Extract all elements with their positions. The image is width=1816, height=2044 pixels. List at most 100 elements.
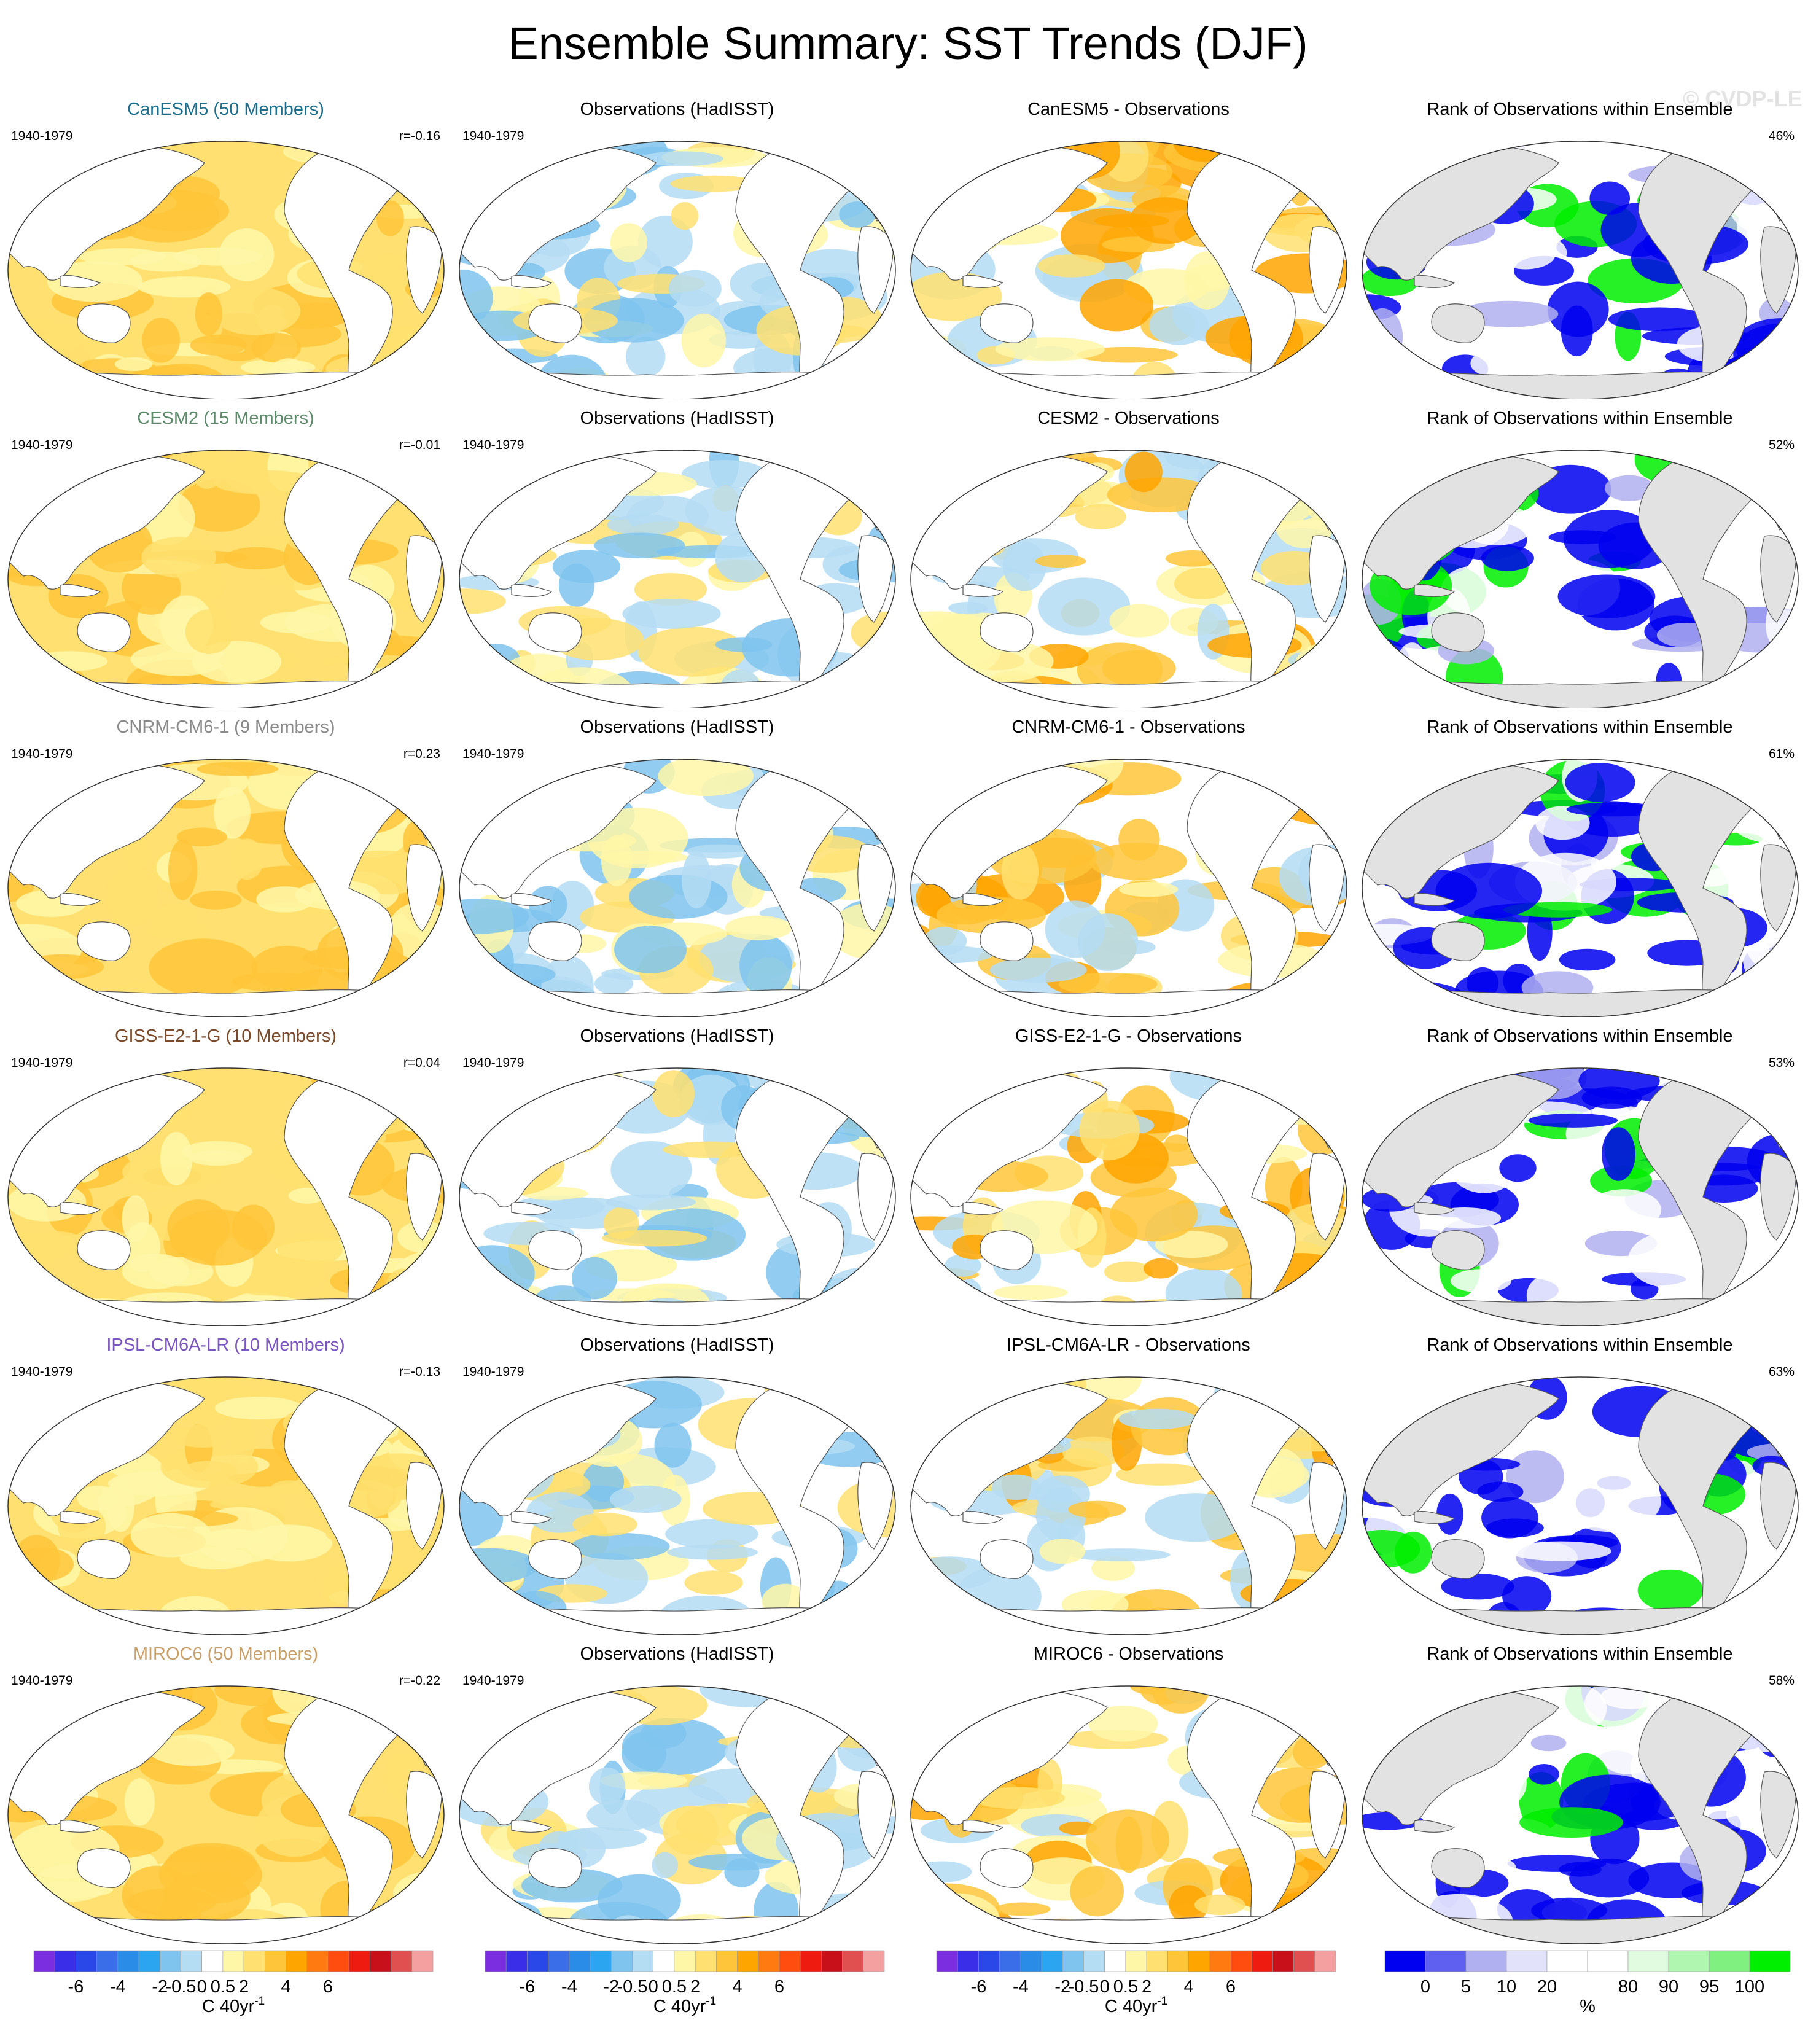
model-map xyxy=(7,450,445,708)
colorbar-swatch xyxy=(117,1950,139,1972)
rank-percent: 53% xyxy=(1768,1056,1795,1070)
obs-map xyxy=(459,450,896,708)
colorbar-tick-label: 6 xyxy=(1226,1977,1236,1997)
colorbar-tick-label: 2 xyxy=(1142,1977,1152,1997)
colorbar-swatch xyxy=(590,1950,612,1972)
colorbar-swatch xyxy=(391,1950,413,1972)
rank-map xyxy=(1362,1067,1799,1326)
obs-panel-title: Observations (HadISST) xyxy=(580,1644,774,1664)
pattern-correlation: r=-0.22 xyxy=(399,1674,440,1688)
colorbar-tick-label: -2 xyxy=(1054,1977,1070,1997)
colorbar-swatch xyxy=(201,1950,224,1972)
colorbar-swatch xyxy=(737,1950,759,1972)
obs-map xyxy=(459,1067,896,1326)
colorbar-tick-label: -6 xyxy=(68,1977,84,1997)
colorbar-swatch xyxy=(1146,1950,1168,1972)
period-label: 1940-1979 xyxy=(11,747,73,761)
colorbar-tick-label: -2 xyxy=(152,1977,168,1997)
colorbar-swatch xyxy=(1546,1950,1588,1972)
rank-panel-title: Rank of Observations within Ensemble xyxy=(1427,717,1733,737)
obs-panel-title: Observations (HadISST) xyxy=(580,408,774,428)
colorbar-tick-label: 0.5 xyxy=(662,1977,687,1997)
model-panel-title: CESM2 (15 Members) xyxy=(137,408,314,428)
colorbar-tick-label: -0.5 xyxy=(1068,1977,1099,1997)
colorbar-units: % xyxy=(1580,1997,1596,2016)
model-panel-title: GISS-E2-1-G (10 Members) xyxy=(115,1026,337,1046)
model-panel-title: IPSL-CM6A-LR (10 Members) xyxy=(106,1335,345,1355)
colorbar-swatch xyxy=(674,1950,696,1972)
trend-colorbar: -6 -4 -2-0.5 0 0.5 2 4 6 C 40yr-1 xyxy=(33,1950,434,2016)
rank-panel-title: Rank of Observations within Ensemble xyxy=(1427,99,1733,119)
diff-map xyxy=(910,141,1347,399)
colorbar-tick-label: 0.5 xyxy=(211,1977,235,1997)
colorbar-swatch xyxy=(76,1950,97,1972)
colorbar-swatch xyxy=(863,1950,885,1972)
colorbar-swatch xyxy=(33,1950,55,1972)
model-panel-title: CanESM5 (50 Members) xyxy=(127,99,324,119)
colorbar-swatch xyxy=(569,1950,591,1972)
colorbar-swatch xyxy=(1020,1950,1042,1972)
colorbar-tick-label: 95 xyxy=(1699,1977,1719,1997)
trend-colorbar: -6 -4 -2-0.5 0 0.5 2 4 6 C 40yr-1 xyxy=(936,1950,1336,2016)
period-label: 1940-1979 xyxy=(11,1674,73,1688)
colorbar-swatch xyxy=(181,1950,202,1972)
colorbar-swatch xyxy=(999,1950,1021,1972)
colorbar-units: C 40yr-1 xyxy=(1105,1995,1167,2016)
rank-map xyxy=(1362,759,1799,1017)
colorbar-tick-label: 100 xyxy=(1735,1977,1764,1997)
colorbar-swatch xyxy=(1041,1950,1063,1972)
pattern-correlation: r=-0.01 xyxy=(399,438,440,452)
colorbar-swatch xyxy=(327,1950,349,1972)
obs-panel-title: Observations (HadISST) xyxy=(580,1335,774,1355)
pattern-correlation: r=-0.13 xyxy=(399,1365,440,1379)
diff-map xyxy=(910,1376,1347,1635)
rank-percent: 46% xyxy=(1768,129,1795,143)
colorbar-tick-label: 10 xyxy=(1497,1977,1516,1997)
colorbar-swatch xyxy=(138,1950,160,1972)
colorbar-swatch xyxy=(243,1950,265,1972)
colorbar-swatch xyxy=(1749,1950,1791,1972)
diff-map xyxy=(910,1067,1347,1326)
colorbar-swatch xyxy=(96,1950,119,1972)
obs-map xyxy=(459,1685,896,1944)
colorbar-swatch xyxy=(1465,1950,1507,1972)
obs-panel-title: Observations (HadISST) xyxy=(580,99,774,119)
diff-panel-title: CanESM5 - Observations xyxy=(1027,99,1230,119)
obs-map xyxy=(459,141,896,399)
colorbar-swatch xyxy=(1167,1950,1189,1972)
colorbar-tick-label: 0 xyxy=(1420,1977,1430,1997)
period-label: 1940-1979 xyxy=(462,129,524,143)
colorbar-swatch xyxy=(348,1950,370,1972)
colorbar-swatch xyxy=(695,1950,717,1972)
period-label: 1940-1979 xyxy=(462,1674,524,1688)
period-label: 1940-1979 xyxy=(462,1056,524,1070)
colorbar-swatch xyxy=(286,1950,308,1972)
colorbar-swatch xyxy=(505,1950,528,1972)
period-label: 1940-1979 xyxy=(462,438,524,452)
diff-map xyxy=(910,759,1347,1017)
colorbar-tick-label: 5 xyxy=(1461,1977,1471,1997)
rank-percent: 52% xyxy=(1768,438,1795,452)
rank-percent: 61% xyxy=(1768,747,1795,761)
colorbar-tick-label: -4 xyxy=(110,1977,126,1997)
diff-map xyxy=(910,450,1347,708)
pattern-correlation: r=0.04 xyxy=(403,1056,440,1070)
colorbar-tick-label: 2 xyxy=(239,1977,249,1997)
colorbar-swatch xyxy=(716,1950,738,1972)
model-map xyxy=(7,759,445,1017)
colorbar-swatch xyxy=(1384,1950,1426,1972)
obs-panel-title: Observations (HadISST) xyxy=(580,717,774,737)
colorbar-tick-label: -4 xyxy=(561,1977,577,1997)
colorbar-swatch xyxy=(1293,1950,1315,1972)
colorbar-tick-label: -0.5 xyxy=(617,1977,647,1997)
model-map xyxy=(7,141,445,399)
colorbar-swatch xyxy=(370,1950,391,1972)
colorbar-swatch xyxy=(1104,1950,1126,1972)
rank-map xyxy=(1362,450,1799,708)
colorbar-tick-label: -6 xyxy=(520,1977,536,1997)
colorbar-swatch xyxy=(54,1950,76,1972)
rank-map xyxy=(1362,1376,1799,1635)
colorbar-tick-label: 0 xyxy=(197,1977,207,1997)
period-label: 1940-1979 xyxy=(11,129,73,143)
colorbar-swatch xyxy=(1272,1950,1294,1972)
